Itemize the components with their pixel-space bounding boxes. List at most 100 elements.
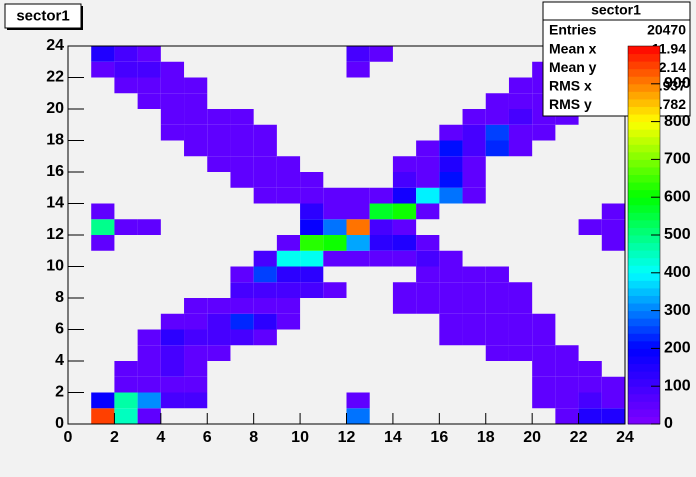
color-bar-band — [628, 98, 660, 107]
color-bar-band — [628, 204, 660, 213]
color-bar-band — [628, 68, 660, 77]
cell — [508, 124, 533, 141]
color-bar-band — [628, 166, 660, 176]
cell — [160, 313, 185, 330]
cell — [532, 124, 556, 141]
cell — [462, 298, 486, 314]
cell — [578, 219, 602, 235]
cell — [508, 282, 533, 298]
stats-label: Mean y — [549, 59, 597, 75]
cell — [230, 313, 254, 330]
y-tick-label: 16 — [46, 163, 64, 180]
color-bar-band — [628, 76, 660, 85]
cell — [160, 93, 185, 109]
color-bar-band — [628, 318, 660, 327]
cell — [114, 392, 138, 409]
cell — [253, 282, 277, 298]
cell — [114, 408, 138, 424]
cell — [462, 329, 486, 346]
cell — [508, 109, 533, 125]
x-tick-label: 10 — [291, 429, 309, 446]
cell — [230, 124, 254, 141]
cell — [137, 408, 161, 424]
cell — [114, 376, 138, 393]
axes: 0 2 4 6 8 10 12 14 16 18 20 22 240246810121416182022… — [46, 37, 634, 446]
cell — [532, 329, 556, 346]
stats-label: Mean x — [549, 40, 597, 56]
color-bar-band — [628, 242, 660, 251]
color-bar-band — [628, 355, 660, 365]
y-tick-label: 12 — [46, 226, 64, 243]
cell — [276, 313, 301, 330]
cell — [230, 298, 254, 314]
color-bar-band — [628, 53, 660, 62]
y-tick-label: 22 — [46, 69, 64, 86]
cell — [439, 140, 463, 157]
cell — [184, 345, 208, 361]
z-tick-label: 400 — [664, 264, 691, 281]
color-bar-band — [628, 371, 660, 380]
cell — [184, 313, 208, 330]
cell — [601, 392, 625, 409]
cell — [276, 187, 301, 204]
cell — [91, 235, 115, 251]
z-tick-label: 200 — [664, 340, 691, 357]
cell — [462, 156, 486, 172]
z-tick-label: 0 — [664, 415, 673, 432]
z-tick-label: 500 — [664, 226, 691, 243]
title-box — [4, 3, 82, 29]
cell — [416, 172, 440, 188]
color-bar-band — [628, 257, 660, 266]
cell — [230, 156, 254, 172]
stats-label: Entries — [549, 22, 597, 38]
cell — [276, 266, 301, 283]
cell — [184, 93, 208, 109]
cell — [160, 392, 185, 409]
cell — [184, 298, 208, 314]
cell — [369, 219, 393, 235]
cell — [253, 140, 277, 157]
stats-value: 11.94 — [652, 40, 686, 56]
cell — [485, 266, 509, 283]
color-bar-band — [628, 408, 660, 417]
cell — [578, 376, 602, 393]
cell — [578, 361, 602, 377]
cell — [276, 298, 301, 314]
color-bar-band — [628, 235, 660, 244]
cell — [184, 77, 208, 94]
cells — [91, 46, 625, 424]
color-bar-band — [628, 325, 660, 334]
color-bar-band — [628, 280, 660, 289]
cell — [207, 313, 231, 330]
cell — [346, 250, 370, 267]
color-bar: 0 100 200 300 400 500 600 700 800 900 — [627, 45, 691, 432]
cell — [555, 408, 579, 424]
stats-frame — [542, 1, 691, 117]
cell — [230, 140, 254, 157]
cell — [346, 46, 370, 62]
color-bar-band — [628, 91, 660, 100]
y-tick-label: 18 — [46, 132, 64, 149]
color-bar-band — [628, 265, 660, 274]
cell — [555, 361, 579, 377]
cell — [160, 345, 185, 361]
cell — [114, 77, 138, 94]
cell — [346, 203, 370, 220]
cell — [300, 203, 324, 220]
stats-label: RMS y — [549, 96, 592, 112]
cell — [323, 250, 347, 267]
x-tick-label: 0 — [64, 429, 73, 446]
cell — [253, 266, 277, 283]
color-bar-band — [628, 83, 660, 92]
cell — [392, 187, 417, 204]
cell — [323, 203, 347, 220]
y-tick-label: 6 — [55, 321, 64, 338]
cell — [416, 156, 440, 172]
cell — [392, 235, 417, 251]
cell — [369, 235, 393, 251]
cell — [137, 329, 161, 346]
cell — [508, 77, 533, 94]
cell — [439, 313, 463, 330]
color-bar-band — [628, 401, 660, 410]
